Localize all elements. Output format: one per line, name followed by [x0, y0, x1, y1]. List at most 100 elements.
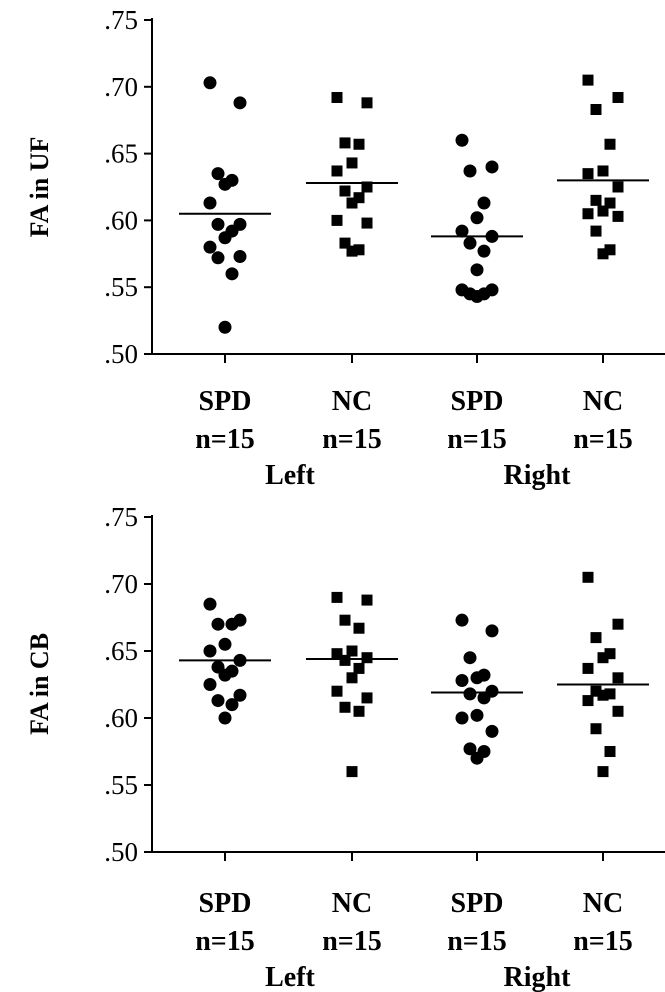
data-point-square: [331, 648, 343, 660]
data-point-square: [339, 654, 351, 666]
data-point-square: [339, 701, 351, 713]
data-point-square: [597, 205, 609, 217]
data-point-circle: [455, 224, 469, 238]
data-point-square: [331, 214, 343, 226]
group-label: SPD: [199, 888, 252, 919]
data-point-circle: [218, 320, 232, 334]
data-point-square: [604, 746, 616, 757]
data-point-square: [597, 652, 609, 664]
data-point-circle: [455, 133, 469, 147]
group-label: NC: [583, 386, 623, 417]
data-point-square: [346, 766, 358, 778]
data-point-circle: [485, 160, 499, 174]
data-point-circle: [211, 617, 225, 631]
group-n-label: n=15: [573, 926, 633, 957]
group-label: SPD: [451, 386, 504, 417]
y-tick-label: .65: [104, 139, 138, 169]
y-axis-title: FA in UF: [25, 137, 54, 238]
y-tick-label: .55: [104, 770, 138, 800]
y-tick-label: .75: [104, 502, 138, 532]
data-point-circle: [455, 673, 469, 687]
data-point-circle: [225, 267, 239, 281]
data-point-circle: [463, 164, 477, 178]
data-point-square: [346, 672, 358, 684]
data-point-square: [361, 652, 373, 664]
data-point-circle: [470, 751, 484, 765]
data-point-circle: [477, 691, 491, 705]
data-point-square: [612, 672, 624, 684]
data-point-circle: [225, 698, 239, 712]
data-point-circle: [233, 249, 247, 263]
data-point-square: [597, 248, 609, 260]
y-tick-label: .55: [104, 272, 138, 302]
data-point-square: [597, 689, 609, 701]
data-point-square: [612, 91, 624, 103]
data-point-circle: [203, 678, 217, 691]
data-point-circle: [455, 613, 469, 627]
y-tick-label: .75: [104, 5, 138, 35]
data-point-square: [582, 662, 594, 674]
data-point-circle: [203, 644, 217, 658]
data-point-circle: [218, 637, 232, 651]
data-point-circle: [203, 196, 217, 210]
data-point-square: [361, 594, 373, 606]
data-point-circle: [463, 236, 477, 250]
data-point-square: [331, 685, 343, 697]
data-point-square: [346, 245, 358, 257]
data-point-circle: [211, 251, 225, 265]
side-label: Left: [265, 962, 315, 992]
data-point-square: [590, 632, 602, 644]
data-point-square: [612, 618, 624, 630]
data-point-square: [604, 197, 616, 209]
data-point-square: [353, 244, 365, 256]
data-point-square: [331, 591, 343, 603]
group-n-label: n=15: [195, 424, 255, 455]
group-label: NC: [332, 888, 372, 919]
y-tick-label: .50: [104, 837, 138, 867]
data-point-square: [612, 210, 624, 222]
data-point-square: [582, 208, 594, 220]
data-point-square: [339, 185, 351, 197]
data-point-circle: [470, 708, 484, 722]
data-point-square: [582, 695, 594, 707]
data-point-square: [339, 137, 351, 149]
group-n-label: n=15: [322, 926, 382, 957]
group-label: SPD: [451, 888, 504, 919]
y-tick-label: .70: [104, 569, 138, 599]
data-point-circle: [211, 217, 225, 231]
data-point-square: [590, 225, 602, 237]
data-point-square: [331, 165, 343, 177]
data-point-circle: [470, 290, 484, 304]
data-point-circle: [463, 687, 477, 701]
data-point-square: [361, 217, 373, 229]
data-point-square: [346, 645, 358, 657]
data-point-square: [597, 165, 609, 177]
data-point-circle: [203, 240, 217, 254]
data-point-square: [353, 662, 365, 674]
data-point-square: [604, 688, 616, 700]
data-point-circle: [211, 694, 225, 708]
data-point-circle: [470, 671, 484, 685]
data-point-square: [597, 766, 609, 778]
data-point-circle: [218, 231, 232, 245]
side-label: Right: [504, 962, 572, 992]
data-point-square: [604, 138, 616, 150]
data-point-circle: [203, 76, 217, 90]
data-point-circle: [203, 597, 217, 611]
data-point-square: [331, 91, 343, 103]
data-point-square: [590, 685, 602, 697]
data-point-square: [590, 104, 602, 116]
panel-cb: .50 .55 .60 .65 .70 .75 FA in CB SPD n=15 NC n=15 S…: [25, 502, 665, 992]
y-tick-label: .50: [104, 339, 138, 369]
group-label: SPD: [199, 386, 252, 417]
data-point-circle: [485, 624, 499, 638]
data-point-circle: [218, 668, 232, 682]
data-point-square: [582, 168, 594, 180]
group-n-label: n=15: [573, 424, 633, 455]
group-n-label: n=15: [447, 926, 507, 957]
data-point-square: [582, 571, 594, 583]
side-label: Left: [265, 460, 315, 491]
data-point-circle: [218, 177, 232, 191]
data-point-circle: [225, 617, 239, 631]
